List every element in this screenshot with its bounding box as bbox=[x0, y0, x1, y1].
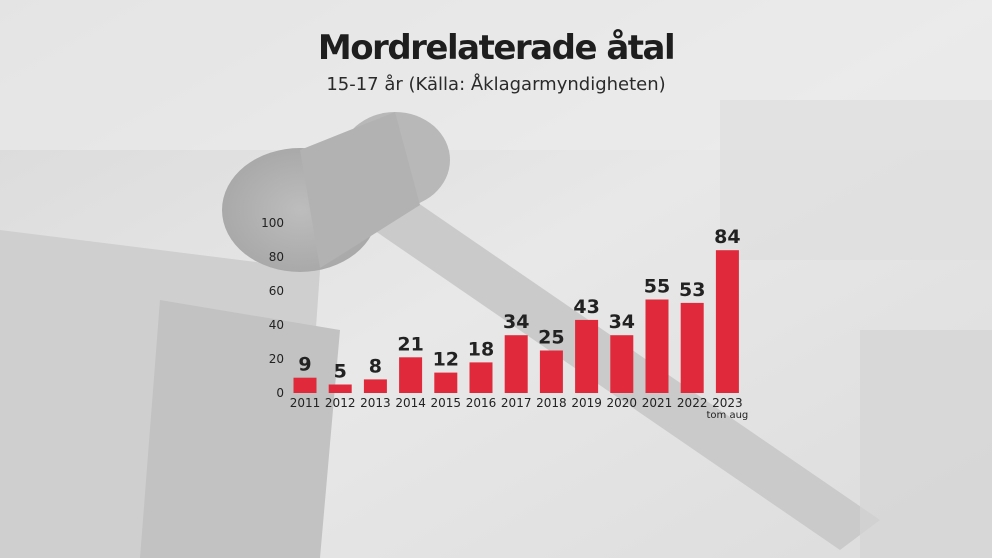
y-tick-label: 20 bbox=[269, 352, 284, 366]
data-label: 8 bbox=[369, 355, 382, 377]
data-label: 18 bbox=[468, 338, 494, 360]
y-tick-label: 60 bbox=[269, 284, 284, 298]
data-label: 34 bbox=[503, 311, 529, 333]
data-label: 55 bbox=[644, 276, 670, 298]
bar bbox=[328, 384, 352, 393]
x-tick-label: 2022 bbox=[677, 396, 708, 410]
data-label: 9 bbox=[298, 354, 311, 376]
x-tick-label: 2014 bbox=[395, 396, 426, 410]
y-tick-label: 0 bbox=[276, 386, 284, 400]
bar bbox=[645, 299, 669, 393]
chart-title: Mordrelaterade åtal bbox=[317, 28, 676, 68]
x-tick-label: 2018 bbox=[536, 396, 567, 410]
bar bbox=[575, 319, 599, 393]
data-label: 34 bbox=[609, 311, 635, 333]
y-tick-label: 100 bbox=[261, 216, 284, 230]
x-tick-label: 2016 bbox=[466, 396, 497, 410]
data-label: 84 bbox=[714, 226, 740, 248]
data-label: 21 bbox=[397, 333, 423, 355]
data-label: 5 bbox=[334, 361, 347, 383]
bar bbox=[293, 377, 317, 393]
bar bbox=[469, 362, 493, 393]
x-tick-label: 2020 bbox=[607, 396, 638, 410]
data-label: 53 bbox=[679, 279, 705, 301]
data-label: 43 bbox=[573, 296, 599, 318]
x-tick-label: 2017 bbox=[501, 396, 532, 410]
bar bbox=[715, 250, 739, 393]
x-tick-label: 2013 bbox=[360, 396, 391, 410]
bar bbox=[504, 335, 528, 393]
bar bbox=[434, 372, 458, 393]
bar bbox=[399, 357, 423, 393]
bar bbox=[610, 335, 634, 393]
x-tick-label: 2021 bbox=[642, 396, 673, 410]
y-tick-label: 80 bbox=[269, 250, 284, 264]
x-tick-label: 2023 bbox=[712, 396, 743, 410]
x-tick-note: tom aug bbox=[707, 410, 749, 421]
bar bbox=[363, 379, 387, 393]
x-tick-label: 2012 bbox=[325, 396, 356, 410]
bar bbox=[680, 302, 704, 393]
y-tick-label: 40 bbox=[269, 318, 284, 332]
bar bbox=[539, 350, 563, 393]
data-label: 25 bbox=[538, 327, 564, 349]
x-tick-label: 2011 bbox=[290, 396, 321, 410]
x-tick-label: 2015 bbox=[431, 396, 462, 410]
chart-subtitle: 15-17 år (Källa: Åklagarmyndigheten) bbox=[326, 74, 666, 95]
x-tick-label: 2019 bbox=[571, 396, 602, 410]
data-label: 12 bbox=[433, 349, 459, 371]
